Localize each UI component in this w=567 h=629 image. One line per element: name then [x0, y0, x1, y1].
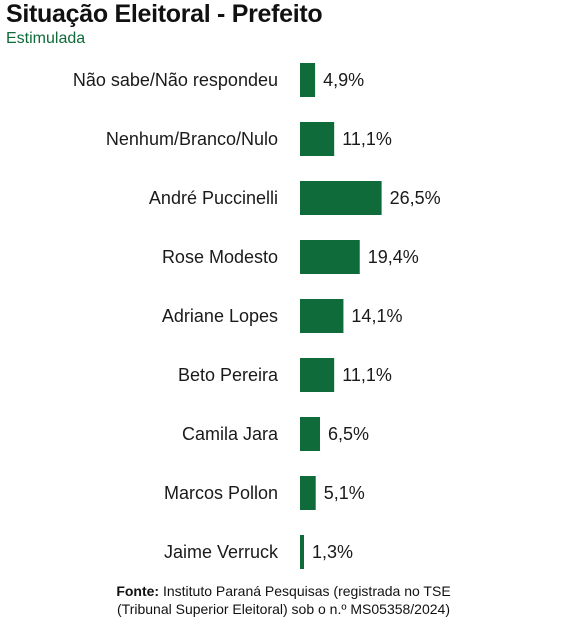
value-label: 11,1% — [342, 129, 392, 149]
category-label: Marcos Pollon — [164, 483, 278, 503]
category-label: Camila Jara — [182, 424, 279, 444]
source-label: Fonte: — [116, 583, 160, 599]
category-label: Rose Modesto — [162, 247, 278, 267]
category-label: Nenhum/Branco/Nulo — [106, 129, 278, 149]
category-label: Adriane Lopes — [162, 306, 278, 326]
bar — [300, 122, 335, 156]
value-label: 11,1% — [342, 365, 392, 385]
value-label: 5,1% — [324, 483, 365, 503]
bar — [300, 181, 382, 215]
source-text-line-1: Instituto Paraná Pesquisas (registrada n… — [159, 583, 451, 599]
bar — [300, 476, 316, 510]
chart-title: Situação Eleitoral - Prefeito — [6, 0, 323, 28]
bar — [300, 358, 335, 392]
bar — [300, 63, 316, 97]
bar — [300, 299, 344, 333]
category-label: Não sabe/Não respondeu — [73, 70, 278, 90]
source-footer: Fonte: Instituto Paraná Pesquisas (regis… — [0, 582, 567, 618]
category-label: Jaime Verruck — [164, 542, 279, 562]
value-label: 26,5% — [390, 188, 441, 208]
value-label: 4,9% — [323, 70, 364, 90]
category-label: Beto Pereira — [178, 365, 279, 385]
source-text-line-2: (Tribunal Superior Eleitoral) sob o n.º … — [117, 601, 450, 617]
category-label: André Puccinelli — [149, 188, 278, 208]
value-label: 14,1% — [351, 306, 402, 326]
bar — [300, 240, 360, 274]
chart-subtitle: Estimulada — [6, 30, 86, 47]
value-label: 6,5% — [328, 424, 369, 444]
bar — [300, 535, 305, 569]
value-label: 1,3% — [312, 542, 353, 562]
value-label: 19,4% — [368, 247, 419, 267]
bar — [300, 417, 321, 451]
